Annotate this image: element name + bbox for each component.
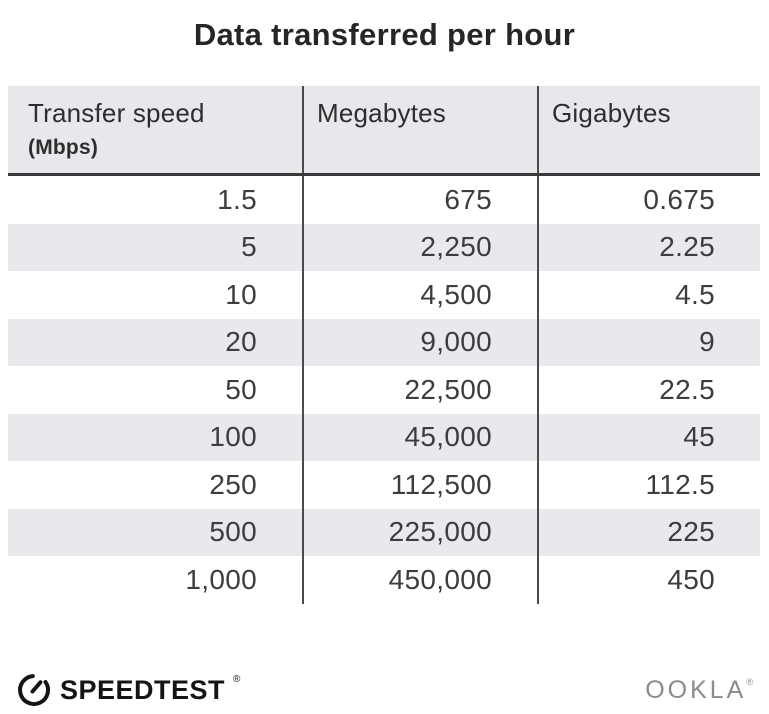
table-body: 1.5 675 0.675 5 2,250 2.25 10 4,500 4.5 20 9,000 9 5… — [8, 176, 760, 604]
cell-gigabytes: 45 — [537, 413, 760, 461]
cell-transfer-speed: 250 — [209, 468, 257, 500]
cell-megabytes: 45,000 — [302, 413, 537, 461]
speedtest-logo: SPEEDTEST ® — [16, 672, 240, 708]
footer: SPEEDTEST ® OOKLA ® — [16, 670, 753, 710]
ookla-logo: OOKLA ® — [645, 676, 753, 705]
cell-megabytes: 22,500 — [302, 366, 537, 414]
cell-gigabytes: 0.675 — [537, 176, 760, 224]
header-mbps-unit: (Mbps) — [28, 136, 99, 159]
cell-transfer-speed: 50 — [225, 373, 257, 405]
cell-gigabytes: 225 — [537, 508, 760, 556]
table-row: 100 45,000 45 — [8, 413, 760, 461]
cell-megabytes: 2,250 — [302, 223, 537, 271]
cell-gigabytes: 450 — [537, 556, 760, 604]
cell-transfer-speed: 5 — [241, 231, 257, 263]
header-transfer-speed: Transfer speed (Mbps) — [8, 86, 302, 173]
cell-transfer-speed: 20 — [225, 326, 257, 358]
speedtest-wordmark: SPEEDTEST — [60, 674, 226, 705]
table-row: 1.5 675 0.675 — [8, 176, 760, 224]
table-row: 10 4,500 4.5 — [8, 271, 760, 319]
cell-megabytes: 4,500 — [302, 271, 537, 319]
cell-gigabytes: 4.5 — [537, 271, 760, 319]
table-row: 20 9,000 9 — [8, 318, 760, 366]
cell-megabytes: 450,000 — [302, 556, 537, 604]
cell-transfer-speed: 500 — [209, 516, 257, 548]
ookla-wordmark: OOKLA — [645, 675, 747, 704]
cell-gigabytes: 9 — [537, 318, 760, 366]
cell-transfer-speed: 1.5 — [217, 183, 257, 215]
header-megabytes: Megabytes — [302, 86, 537, 173]
header-transfer-speed-label: Transfer speed — [28, 98, 205, 128]
table-row: 250 112,500 112.5 — [8, 461, 760, 509]
cell-megabytes: 675 — [302, 176, 537, 224]
cell-megabytes: 9,000 — [302, 318, 537, 366]
cell-megabytes: 225,000 — [302, 508, 537, 556]
header-gigabytes: Gigabytes — [537, 86, 760, 173]
cell-megabytes: 112,500 — [302, 461, 537, 509]
table-row: 50 22,500 22.5 — [8, 366, 760, 414]
cell-gigabytes: 22.5 — [537, 366, 760, 414]
cell-transfer-speed: 1,000 — [185, 563, 257, 595]
ookla-trademark-symbol: ® — [746, 676, 753, 687]
cell-transfer-speed: 100 — [209, 421, 257, 453]
cell-gigabytes: 112.5 — [537, 461, 760, 509]
table-row: 1,000 450,000 450 — [8, 556, 760, 604]
table-header-row: Transfer speed (Mbps) Megabytes Gigabyte… — [8, 86, 760, 176]
data-table: Transfer speed (Mbps) Megabytes Gigabyte… — [8, 86, 760, 604]
speedtest-gauge-icon — [18, 674, 51, 707]
page-title: Data transferred per hour — [193, 17, 576, 52]
cell-transfer-speed: 10 — [225, 278, 257, 310]
speedtest-trademark-symbol: ® — [233, 674, 241, 685]
table-row: 500 225,000 225 — [8, 508, 760, 556]
cell-gigabytes: 2.25 — [537, 223, 760, 271]
table-row: 5 2,250 2.25 — [8, 223, 760, 271]
